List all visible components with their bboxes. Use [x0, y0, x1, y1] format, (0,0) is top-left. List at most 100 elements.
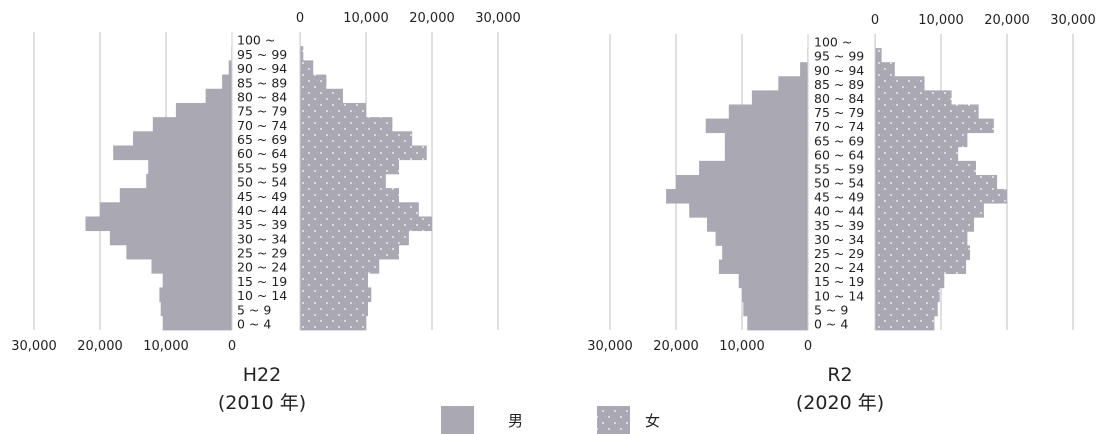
female-bar — [875, 160, 976, 176]
female-bar — [300, 88, 343, 104]
male-bar — [126, 244, 232, 260]
male-bar — [175, 102, 232, 118]
age-label: 25 ~ 29 — [814, 246, 864, 261]
male-bar — [705, 118, 808, 134]
female-bar — [875, 174, 998, 190]
age-label: 80 ~ 84 — [814, 91, 864, 106]
chart-title: H22 — [243, 364, 281, 386]
age-label: 45 ~ 49 — [237, 189, 287, 204]
female-axis-tick: 10,000 — [343, 11, 389, 26]
female-bar — [300, 301, 368, 317]
male-axis-tick: 20,000 — [653, 339, 699, 354]
age-label: 95 ~ 99 — [237, 47, 287, 62]
male-axis-tick: 10,000 — [143, 339, 189, 354]
male-bar — [146, 173, 232, 189]
age-label: 10 ~ 14 — [814, 288, 864, 303]
male-bar — [113, 145, 232, 161]
male-bar — [742, 287, 808, 303]
male-bar — [100, 202, 232, 217]
female-axis-tick: 0 — [871, 13, 879, 28]
male-bar — [707, 217, 808, 232]
male-bar — [743, 301, 808, 317]
age-label: 50 ~ 54 — [814, 176, 864, 191]
female-bar — [300, 216, 432, 232]
female-axis-tick: 20,000 — [409, 11, 455, 26]
age-label: 80 ~ 84 — [237, 89, 287, 104]
female-bar — [875, 76, 925, 91]
female-axis-tick: 0 — [296, 11, 304, 26]
age-label: 75 ~ 79 — [814, 105, 864, 120]
female-bar — [875, 273, 945, 289]
male-bar — [119, 188, 232, 203]
female-axis-tick: 10,000 — [918, 13, 964, 28]
age-label: 0 ~ 4 — [237, 317, 271, 332]
male-axis-tick: 0 — [804, 339, 812, 354]
female-bar — [875, 104, 979, 119]
age-label: 85 ~ 89 — [237, 75, 287, 90]
male-bar — [222, 74, 232, 90]
male-bar — [109, 230, 232, 246]
male-bar — [800, 62, 808, 77]
male-axis-tick: 0 — [228, 339, 236, 354]
age-label: 5 ~ 9 — [237, 302, 271, 317]
male-bar — [724, 146, 808, 162]
female-axis-tick: 30,000 — [475, 11, 521, 26]
female-bar — [875, 118, 994, 134]
male-bar — [738, 273, 808, 289]
age-label: 65 ~ 69 — [814, 133, 864, 148]
age-label: 30 ~ 34 — [237, 231, 287, 246]
female-bar — [300, 60, 314, 75]
female-bar — [875, 245, 971, 260]
age-label: 30 ~ 34 — [814, 232, 864, 247]
male-bar — [152, 117, 232, 132]
male-bar — [160, 301, 232, 317]
female-bar — [300, 117, 393, 132]
male-bar — [689, 203, 808, 218]
female-bar — [300, 230, 409, 246]
legend-female-label: 女 — [645, 412, 660, 430]
male-bar — [699, 160, 808, 176]
female-bar — [875, 62, 895, 77]
female-bar — [300, 173, 386, 189]
male-bar — [85, 216, 232, 232]
female-bar — [300, 244, 399, 260]
age-label: 40 ~ 44 — [814, 204, 864, 219]
age-label: 70 ~ 74 — [237, 118, 287, 133]
female-bar — [300, 287, 372, 303]
legend: 男 女 — [441, 406, 660, 434]
age-label: 70 ~ 74 — [814, 119, 864, 134]
male-bar — [751, 90, 808, 105]
age-label: 100 ~ — [814, 35, 852, 50]
male-axis-tick: 20,000 — [77, 339, 123, 354]
male-bar — [715, 231, 808, 246]
legend-male-label: 男 — [508, 412, 523, 430]
female-bar — [875, 217, 974, 232]
female-bar — [300, 131, 413, 146]
female-bar — [300, 188, 399, 203]
male-bar — [133, 131, 232, 146]
age-label: 35 ~ 39 — [237, 217, 287, 232]
age-label: 25 ~ 29 — [237, 246, 287, 261]
female-bar — [875, 287, 940, 303]
age-label: 75 ~ 79 — [237, 104, 287, 119]
age-label: 0 ~ 4 — [814, 317, 848, 332]
age-label: 60 ~ 64 — [814, 147, 864, 162]
age-label: 90 ~ 94 — [814, 63, 864, 78]
female-bar — [875, 259, 967, 275]
female-axis-tick: 20,000 — [984, 13, 1030, 28]
age-label: 50 ~ 54 — [237, 175, 287, 190]
age-label: 85 ~ 89 — [814, 77, 864, 92]
legend-female-swatch — [597, 406, 630, 434]
female-bar — [300, 273, 368, 288]
male-bar — [162, 315, 232, 331]
male-bar — [148, 159, 232, 175]
female-bar — [300, 202, 419, 217]
chart-subtitle: (2020 年) — [796, 392, 884, 414]
male-bar — [724, 132, 808, 148]
female-bar — [875, 301, 938, 317]
male-bar — [162, 273, 232, 288]
female-bar — [300, 315, 366, 331]
female-bar — [300, 46, 304, 61]
